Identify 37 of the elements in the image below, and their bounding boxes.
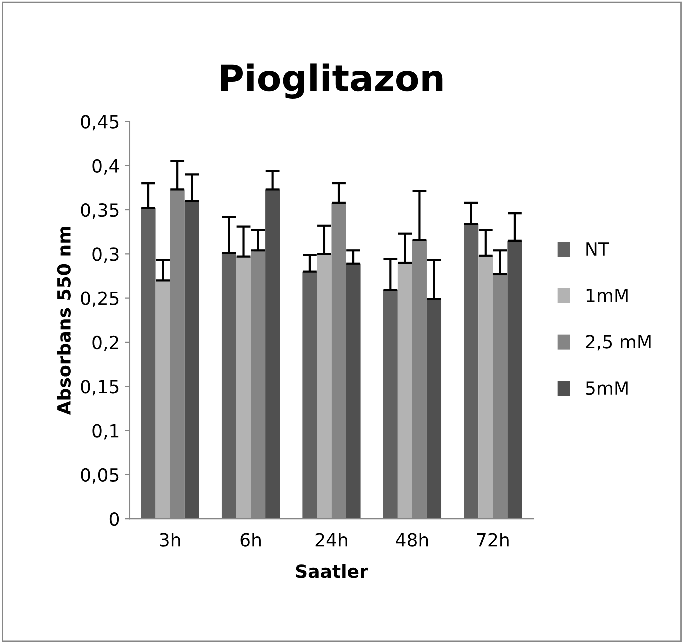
chart-title: Pioglitazon (221, 64, 443, 99)
bar (156, 280, 170, 520)
x-tick-label: 48h (396, 532, 428, 547)
x-tick-label: 6h (240, 532, 261, 547)
x-tick-label: 3h (160, 532, 180, 547)
bar (478, 256, 494, 520)
x-tick-label: 72h (477, 532, 509, 547)
bar (141, 208, 156, 520)
y-tick-label: 0,2 (92, 336, 118, 352)
y-tick-label: 0,35 (81, 203, 119, 219)
bar (398, 262, 412, 520)
bar (184, 201, 200, 520)
bar (266, 190, 280, 520)
legend-label: 1mM (586, 289, 628, 302)
bar (317, 254, 332, 520)
bar (464, 224, 479, 520)
legend-label: 5mM (586, 382, 628, 396)
x-axis-title: Saatler (296, 564, 368, 578)
x-tick-label: 24h (316, 532, 348, 547)
legend-label: NT (586, 242, 610, 256)
bar (383, 290, 398, 520)
bar (346, 264, 361, 520)
y-tick-label: 0,45 (81, 115, 119, 131)
y-tick-label: 0,25 (81, 292, 119, 308)
y-tick-label: 0,15 (81, 380, 119, 396)
y-tick-label: 0,05 (81, 468, 119, 484)
bar (236, 256, 252, 520)
legend-label: 2,5 mM (586, 335, 651, 351)
y-tick-label: 0,4 (92, 159, 120, 175)
y-axis-title: Absorbans 550 nm (57, 227, 71, 416)
bar (222, 253, 236, 520)
bar (508, 240, 522, 520)
y-tick-label: 0,3 (92, 248, 119, 264)
bar (426, 299, 442, 520)
y-tick-label: 0 (110, 512, 120, 526)
bar (302, 272, 318, 520)
y-tick-label: 0,1 (92, 424, 119, 440)
